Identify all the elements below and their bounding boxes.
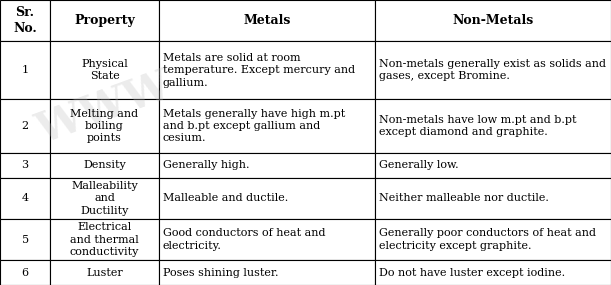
Text: 2: 2 [21,121,29,131]
Text: Non-Metals: Non-Metals [452,14,533,27]
Bar [50,99,159,153]
Bar [0,153,50,178]
Text: 5: 5 [21,235,29,245]
Text: 3: 3 [21,160,29,170]
Text: Metals: Metals [243,14,290,27]
Text: 6: 6 [21,268,29,278]
Text: Good conductors of heat and
electricity.: Good conductors of heat and electricity. [163,228,325,251]
Bar [159,153,375,178]
Bar [50,0,159,41]
Text: Non-metals generally exist as solids and
gases, except Bromine.: Non-metals generally exist as solids and… [379,59,606,82]
Text: Luster: Luster [86,268,123,278]
Bar [159,0,375,41]
Text: Malleable and ductile.: Malleable and ductile. [163,193,288,203]
Bar [375,41,611,99]
Text: Poses shining luster.: Poses shining luster. [163,268,278,278]
Bar [0,0,50,41]
Bar [50,219,159,260]
Bar [50,41,159,99]
Text: Generally poor conductors of heat and
electricity except graphite.: Generally poor conductors of heat and el… [379,228,596,251]
Bar [159,41,375,99]
Text: Generally low.: Generally low. [379,160,458,170]
Text: 1: 1 [21,65,29,75]
Bar [50,153,159,178]
Text: Metals are solid at room
temperature. Except mercury and
gallium.: Metals are solid at room temperature. Ex… [163,53,355,87]
Text: Sr.
No.: Sr. No. [13,6,37,35]
Bar [159,219,375,260]
Bar [375,219,611,260]
Text: 4: 4 [21,193,29,203]
Bar [0,178,50,219]
Text: Density: Density [83,160,126,170]
Text: Melting and
boiling
points: Melting and boiling points [70,109,139,143]
Text: Malleability
and
Ductility: Malleability and Ductility [71,181,138,216]
Bar [50,178,159,219]
Bar [0,260,50,285]
Text: Metals generally have high m.pt
and b.pt except gallium and
cesium.: Metals generally have high m.pt and b.pt… [163,109,345,143]
Bar [159,260,375,285]
Text: Non-metals have low m.pt and b.pt
except diamond and graphite.: Non-metals have low m.pt and b.pt except… [379,115,576,137]
Bar [159,178,375,219]
Bar [50,260,159,285]
Text: Neither malleable nor ductile.: Neither malleable nor ductile. [379,193,549,203]
Text: Property: Property [74,14,135,27]
Bar [375,0,611,41]
Bar [375,260,611,285]
Bar [0,99,50,153]
Bar [159,99,375,153]
Text: Do not have luster except iodine.: Do not have luster except iodine. [379,268,565,278]
Text: Generally high.: Generally high. [163,160,249,170]
Bar [375,99,611,153]
Bar [0,219,50,260]
Bar [0,41,50,99]
Text: Electrical
and thermal
conductivity: Electrical and thermal conductivity [70,222,139,257]
Text: Physical
State: Physical State [81,59,128,82]
Text: WWW: WWW [31,65,177,152]
Bar [375,153,611,178]
Bar [375,178,611,219]
